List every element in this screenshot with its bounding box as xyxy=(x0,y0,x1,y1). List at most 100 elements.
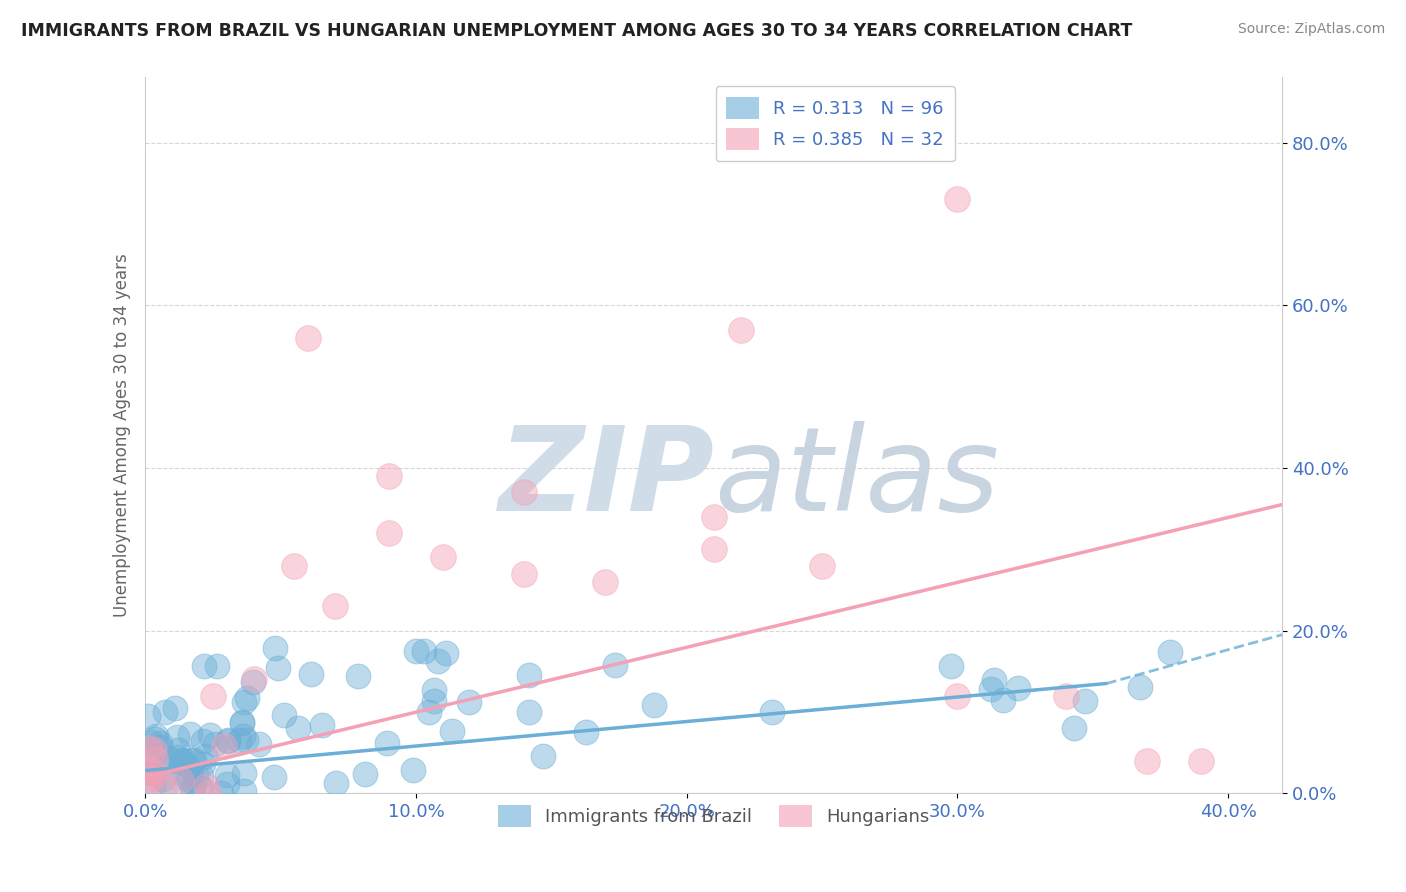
Text: atlas: atlas xyxy=(714,421,998,535)
Point xyxy=(513,485,536,500)
Point xyxy=(297,331,319,345)
Point xyxy=(180,763,202,777)
Point xyxy=(703,542,725,557)
Point xyxy=(405,643,427,657)
Point xyxy=(183,776,205,790)
Point xyxy=(215,777,238,791)
Point xyxy=(434,646,457,660)
Point xyxy=(165,755,187,769)
Point xyxy=(1129,680,1152,694)
Point xyxy=(730,323,752,337)
Point xyxy=(200,728,222,742)
Point xyxy=(980,681,1002,696)
Point xyxy=(157,751,180,765)
Point xyxy=(423,682,446,697)
Point xyxy=(138,755,160,769)
Y-axis label: Unemployment Among Ages 30 to 34 years: Unemployment Among Ages 30 to 34 years xyxy=(114,253,131,617)
Point xyxy=(232,765,254,780)
Point xyxy=(142,743,165,757)
Point xyxy=(595,574,617,589)
Point xyxy=(231,715,253,730)
Point xyxy=(177,772,200,786)
Point xyxy=(194,749,217,764)
Point xyxy=(378,469,401,483)
Point xyxy=(811,558,834,573)
Legend: Immigrants from Brazil, Hungarians: Immigrants from Brazil, Hungarians xyxy=(491,798,936,834)
Point xyxy=(983,673,1005,687)
Point xyxy=(193,658,215,673)
Point xyxy=(574,725,596,739)
Point xyxy=(152,778,174,792)
Point xyxy=(232,729,254,743)
Point xyxy=(197,786,219,800)
Point xyxy=(263,770,285,784)
Point xyxy=(418,705,440,719)
Point xyxy=(138,740,160,755)
Point xyxy=(228,733,250,747)
Point xyxy=(138,772,160,787)
Point xyxy=(152,772,174,786)
Text: Source: ZipAtlas.com: Source: ZipAtlas.com xyxy=(1237,22,1385,37)
Point xyxy=(142,766,165,780)
Point xyxy=(186,767,208,781)
Point xyxy=(233,695,256,709)
Point xyxy=(195,779,218,793)
Point xyxy=(172,754,194,768)
Point xyxy=(193,734,215,748)
Point xyxy=(149,736,172,750)
Point xyxy=(183,753,205,767)
Point xyxy=(1063,721,1085,735)
Point xyxy=(217,734,239,748)
Point xyxy=(177,770,200,784)
Point xyxy=(273,707,295,722)
Point xyxy=(215,768,238,782)
Point xyxy=(378,526,401,541)
Point xyxy=(323,599,346,614)
Point xyxy=(236,691,259,706)
Point xyxy=(427,654,450,668)
Point xyxy=(180,753,202,767)
Point xyxy=(242,673,264,687)
Point xyxy=(267,661,290,675)
Point xyxy=(166,730,188,744)
Point xyxy=(201,689,224,703)
Point xyxy=(143,752,166,766)
Point xyxy=(1136,754,1159,768)
Point xyxy=(517,706,540,720)
Point xyxy=(179,727,201,741)
Point xyxy=(141,753,163,767)
Point xyxy=(232,783,254,797)
Point xyxy=(163,701,186,715)
Point xyxy=(939,659,962,673)
Point xyxy=(231,716,253,731)
Point xyxy=(375,736,398,750)
Point xyxy=(946,193,969,207)
Point xyxy=(761,705,783,719)
Point xyxy=(531,748,554,763)
Point xyxy=(264,641,287,656)
Point xyxy=(143,731,166,746)
Text: ZIP: ZIP xyxy=(498,421,714,536)
Point xyxy=(993,692,1015,706)
Point xyxy=(353,767,375,781)
Point xyxy=(204,738,226,752)
Point xyxy=(402,764,425,778)
Point xyxy=(1159,645,1181,659)
Point xyxy=(412,644,434,658)
Point xyxy=(311,718,333,732)
Point xyxy=(141,771,163,785)
Point xyxy=(153,705,176,719)
Point xyxy=(139,764,162,778)
Point xyxy=(440,723,463,738)
Point xyxy=(145,730,167,744)
Point xyxy=(299,666,322,681)
Point xyxy=(180,780,202,795)
Point xyxy=(149,739,172,754)
Point xyxy=(142,778,165,792)
Point xyxy=(235,732,257,747)
Point xyxy=(205,659,228,673)
Point xyxy=(643,698,665,712)
Point xyxy=(1054,689,1077,703)
Point xyxy=(166,743,188,757)
Point xyxy=(1007,681,1029,695)
